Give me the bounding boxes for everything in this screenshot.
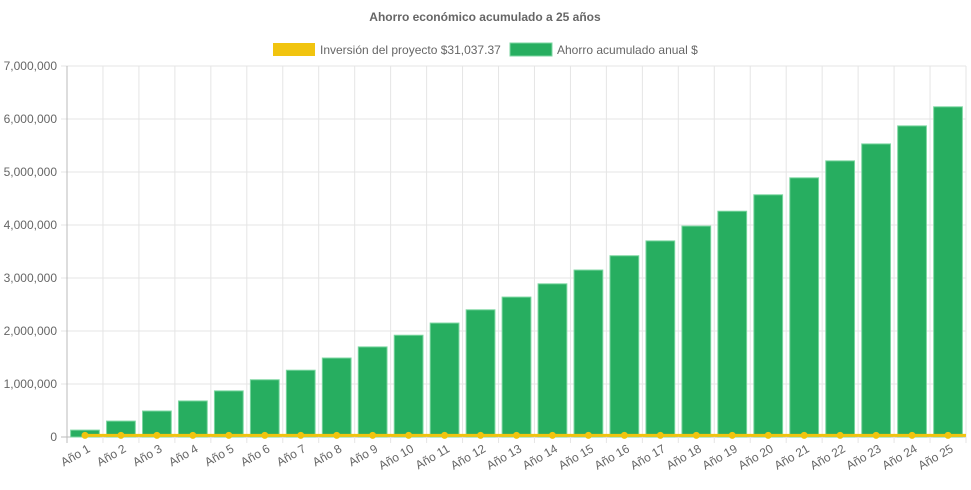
bar-año-23[interactable] [861, 143, 891, 438]
investment-point[interactable] [584, 431, 592, 439]
investment-point[interactable] [908, 431, 916, 439]
bar-año-15[interactable] [573, 269, 604, 438]
investment-point[interactable] [513, 431, 520, 439]
x-tick-label: Año 15 [556, 441, 596, 472]
investment-point[interactable] [656, 431, 664, 439]
bar-año-6[interactable] [249, 379, 280, 438]
x-tick-label: Año 18 [664, 441, 704, 472]
bar-año-8[interactable] [321, 357, 352, 438]
investment-point[interactable] [872, 431, 880, 439]
x-tick-label: Año 13 [484, 441, 524, 472]
bar-año-20[interactable] [753, 194, 784, 438]
x-tick-label: Año 24 [880, 441, 920, 472]
bar-año-11[interactable] [429, 322, 460, 438]
x-tick-label: Año 3 [130, 441, 164, 469]
bar-año-17[interactable] [645, 240, 676, 438]
legend-swatch-savings[interactable] [509, 42, 553, 57]
investment-point[interactable] [728, 431, 736, 439]
x-tick-label: Año 11 [413, 441, 452, 472]
bar-año-21[interactable] [789, 177, 820, 438]
bar-año-16[interactable] [609, 255, 640, 438]
investment-point[interactable] [369, 431, 377, 439]
investment-point[interactable] [441, 431, 449, 439]
investment-point[interactable] [117, 431, 125, 439]
investment-point[interactable] [944, 431, 952, 439]
investment-point[interactable] [297, 431, 305, 439]
x-tick-label: Año 22 [808, 441, 848, 472]
x-tick-label: Año 5 [202, 441, 236, 469]
investment-point[interactable] [800, 431, 808, 439]
bar-año-10[interactable] [393, 334, 424, 438]
bar-año-5[interactable] [213, 390, 244, 438]
bar-año-18[interactable] [681, 225, 712, 438]
x-tick-label: Año 14 [520, 441, 560, 472]
x-tick-label: Año 23 [844, 441, 884, 472]
bar-año-13[interactable] [501, 296, 532, 438]
x-tick-label: Año 16 [592, 441, 632, 472]
investment-point[interactable] [764, 431, 772, 439]
x-tick-label: Año 4 [166, 441, 200, 469]
investment-point[interactable] [225, 431, 233, 439]
bar-año-19[interactable] [717, 210, 748, 438]
x-tick-label: Año 10 [376, 441, 416, 472]
y-tick-label: 5,000,000 [4, 165, 58, 179]
investment-point[interactable] [189, 431, 197, 439]
x-tick-label: Año 8 [310, 441, 344, 469]
y-tick-label: 3,000,000 [4, 271, 58, 285]
bar-año-14[interactable] [537, 283, 568, 438]
bar-año-24[interactable] [897, 125, 927, 438]
bar-año-22[interactable] [825, 160, 856, 438]
investment-point[interactable] [81, 431, 89, 439]
x-tick-label: Año 9 [346, 441, 380, 469]
chart-title: Ahorro económico acumulado a 25 años [369, 10, 601, 24]
x-tick-label: Año 1 [58, 441, 92, 469]
legend-label-savings[interactable]: Ahorro acumulado anual $ [557, 43, 698, 57]
x-tick-label: Año 17 [628, 441, 668, 472]
y-tick-label: 2,000,000 [4, 324, 58, 338]
investment-point[interactable] [405, 431, 413, 439]
y-tick-label: 7,000,000 [4, 59, 58, 73]
x-tick-label: Año 25 [916, 441, 956, 472]
legend-label-investment[interactable]: Inversión del proyecto $31,037.37 [320, 43, 501, 57]
legend: Inversión del proyecto $31,037.37 Ahorro… [273, 42, 698, 57]
x-tick-label: Año 19 [700, 441, 740, 472]
y-tick-label: 4,000,000 [4, 218, 58, 232]
investment-point[interactable] [620, 431, 628, 439]
investment-point[interactable] [333, 431, 341, 439]
investment-point[interactable] [548, 431, 556, 439]
bar-año-7[interactable] [285, 369, 316, 438]
legend-swatch-investment[interactable] [273, 43, 315, 56]
x-tick-label: Año 2 [94, 441, 128, 469]
bar-año-9[interactable] [357, 346, 388, 438]
investment-point[interactable] [692, 431, 700, 439]
investment-point[interactable] [153, 431, 161, 439]
bar-año-12[interactable] [465, 309, 496, 438]
x-tick-label: Año 7 [274, 441, 308, 469]
investment-point[interactable] [477, 431, 485, 439]
x-tick-label: Año 21 [772, 441, 812, 472]
bar-año-25[interactable] [933, 106, 963, 438]
investment-point[interactable] [836, 431, 844, 439]
y-tick-label: 1,000,000 [4, 377, 58, 391]
x-tick-label: Año 20 [736, 441, 776, 472]
investment-point[interactable] [261, 431, 269, 439]
y-tick-label: 6,000,000 [4, 112, 58, 126]
x-tick-label: Año 6 [238, 441, 272, 469]
y-tick-label: 0 [50, 430, 57, 444]
bar-año-4[interactable] [177, 400, 208, 438]
x-tick-label: Año 12 [448, 441, 488, 472]
